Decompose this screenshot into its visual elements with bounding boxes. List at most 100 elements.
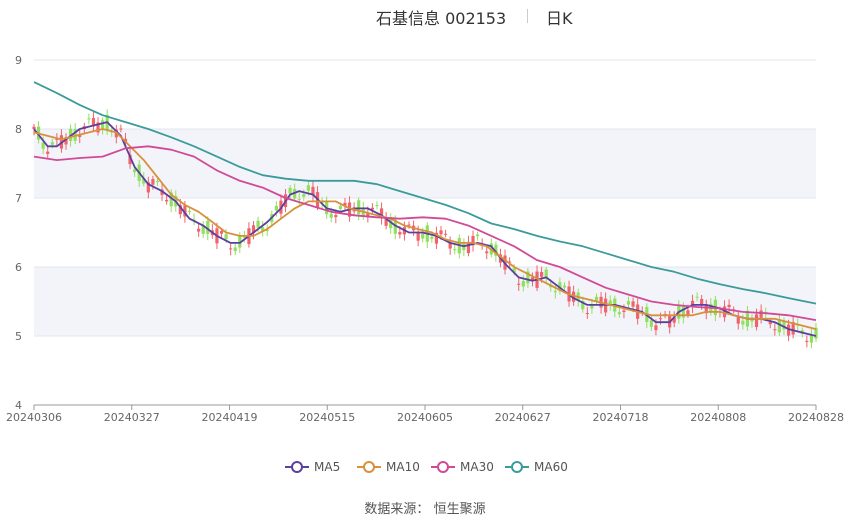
y-tick-label: 6 xyxy=(15,261,22,274)
candle-body xyxy=(64,137,68,145)
candle-body xyxy=(475,234,480,237)
candle-body xyxy=(622,310,626,313)
legend-swatch-marker xyxy=(437,461,449,473)
candle-body xyxy=(581,300,585,310)
candle-body xyxy=(224,234,228,240)
candle-body xyxy=(594,296,599,302)
candle-body xyxy=(777,319,782,333)
candle-body xyxy=(187,210,192,212)
candle-body xyxy=(302,194,306,197)
candle-body xyxy=(242,236,246,238)
x-tick-label: 20240808 xyxy=(690,411,746,424)
candle-body xyxy=(453,249,457,251)
candle-body xyxy=(658,318,663,320)
candle-body xyxy=(466,241,471,254)
y-tick-label: 8 xyxy=(15,123,22,136)
series-line-ma60 xyxy=(33,81,817,305)
candle-body xyxy=(288,187,292,194)
candle-body xyxy=(119,128,123,130)
y-tick-label: 4 xyxy=(15,399,22,412)
x-tick-label: 20240419 xyxy=(202,411,258,424)
candle-body xyxy=(50,142,54,145)
candle-body xyxy=(430,236,434,239)
candle-body xyxy=(133,169,137,173)
data-source-provider: 恒生聚源 xyxy=(433,502,486,517)
candle-body xyxy=(754,314,759,328)
candle-body xyxy=(151,178,155,185)
legend-item-ma60[interactable]: MA60 xyxy=(505,460,568,474)
candle-body xyxy=(87,118,91,120)
candle-body xyxy=(700,298,704,306)
candle-body xyxy=(265,230,269,232)
candle-body xyxy=(100,120,105,129)
candle-body xyxy=(366,212,370,217)
candle-body xyxy=(416,231,420,241)
candle-body xyxy=(585,312,589,314)
candle-body xyxy=(370,207,375,210)
candle-body xyxy=(485,251,489,254)
candle-body xyxy=(736,317,740,324)
candle-body xyxy=(261,227,265,232)
candle-body xyxy=(526,271,530,284)
legend-swatch-marker xyxy=(363,461,375,473)
candle-body xyxy=(672,317,676,323)
candle-body xyxy=(686,310,690,315)
candle-body xyxy=(46,151,50,154)
candle-body xyxy=(384,217,388,226)
legend-swatch-marker xyxy=(291,461,303,473)
candle-body xyxy=(123,138,128,142)
candle-body xyxy=(540,272,544,277)
y-axis-ticks: 4 5 6 7 8 9 xyxy=(15,54,22,412)
x-tick-label: 20240627 xyxy=(495,411,551,424)
candle-body xyxy=(41,142,45,149)
candle-body xyxy=(421,232,425,239)
candle-body xyxy=(357,200,361,215)
candle-body xyxy=(809,335,814,343)
legend-label: MA60 xyxy=(534,460,568,474)
candle-body xyxy=(544,269,548,278)
candle-body xyxy=(329,213,333,218)
moving-average-lines xyxy=(33,81,817,337)
candle-body xyxy=(494,244,498,256)
candle-body xyxy=(219,230,224,234)
candle-body xyxy=(32,126,36,129)
candle-body xyxy=(146,182,150,193)
legend-item-ma30[interactable]: MA30 xyxy=(431,460,494,474)
candle-body xyxy=(759,310,763,318)
candle-body xyxy=(727,304,731,308)
title-separator xyxy=(527,9,528,23)
x-tick-label: 20240306 xyxy=(6,411,62,424)
candle-body xyxy=(274,205,278,211)
candle-body xyxy=(517,283,521,285)
series-line-ma30 xyxy=(33,145,817,321)
legend[interactable]: MA5 MA10 MA30 MA60 xyxy=(285,460,568,474)
candle-body xyxy=(512,268,516,273)
candle-body xyxy=(128,154,132,165)
candle-body xyxy=(142,178,146,184)
legend-swatch-marker xyxy=(511,461,523,473)
candle-body xyxy=(206,220,210,234)
candle-body xyxy=(73,129,77,141)
candle-body xyxy=(334,215,338,218)
legend-item-ma5[interactable]: MA5 xyxy=(285,460,340,474)
candle-body xyxy=(617,312,621,315)
candle-body xyxy=(178,205,182,215)
candle-body xyxy=(814,327,818,339)
legend-label: MA10 xyxy=(386,460,420,474)
period-selector[interactable]: 日K xyxy=(546,9,573,28)
candle-body xyxy=(343,202,347,206)
candle-body xyxy=(338,205,342,210)
candle-body xyxy=(553,291,557,293)
legend-item-ma10[interactable]: MA10 xyxy=(357,460,420,474)
candle-body xyxy=(183,205,187,217)
candle-body xyxy=(508,261,512,263)
x-tick-label: 20240828 xyxy=(788,411,844,424)
candle-body xyxy=(393,219,397,234)
chart-header: 石基信息 002153 日K xyxy=(0,5,850,28)
x-tick-label: 20240327 xyxy=(104,411,160,424)
grid-band xyxy=(34,129,816,198)
y-tick-label: 9 xyxy=(15,54,22,67)
candle-body xyxy=(375,204,379,206)
candle-body xyxy=(297,198,301,200)
candle-body xyxy=(169,192,173,207)
